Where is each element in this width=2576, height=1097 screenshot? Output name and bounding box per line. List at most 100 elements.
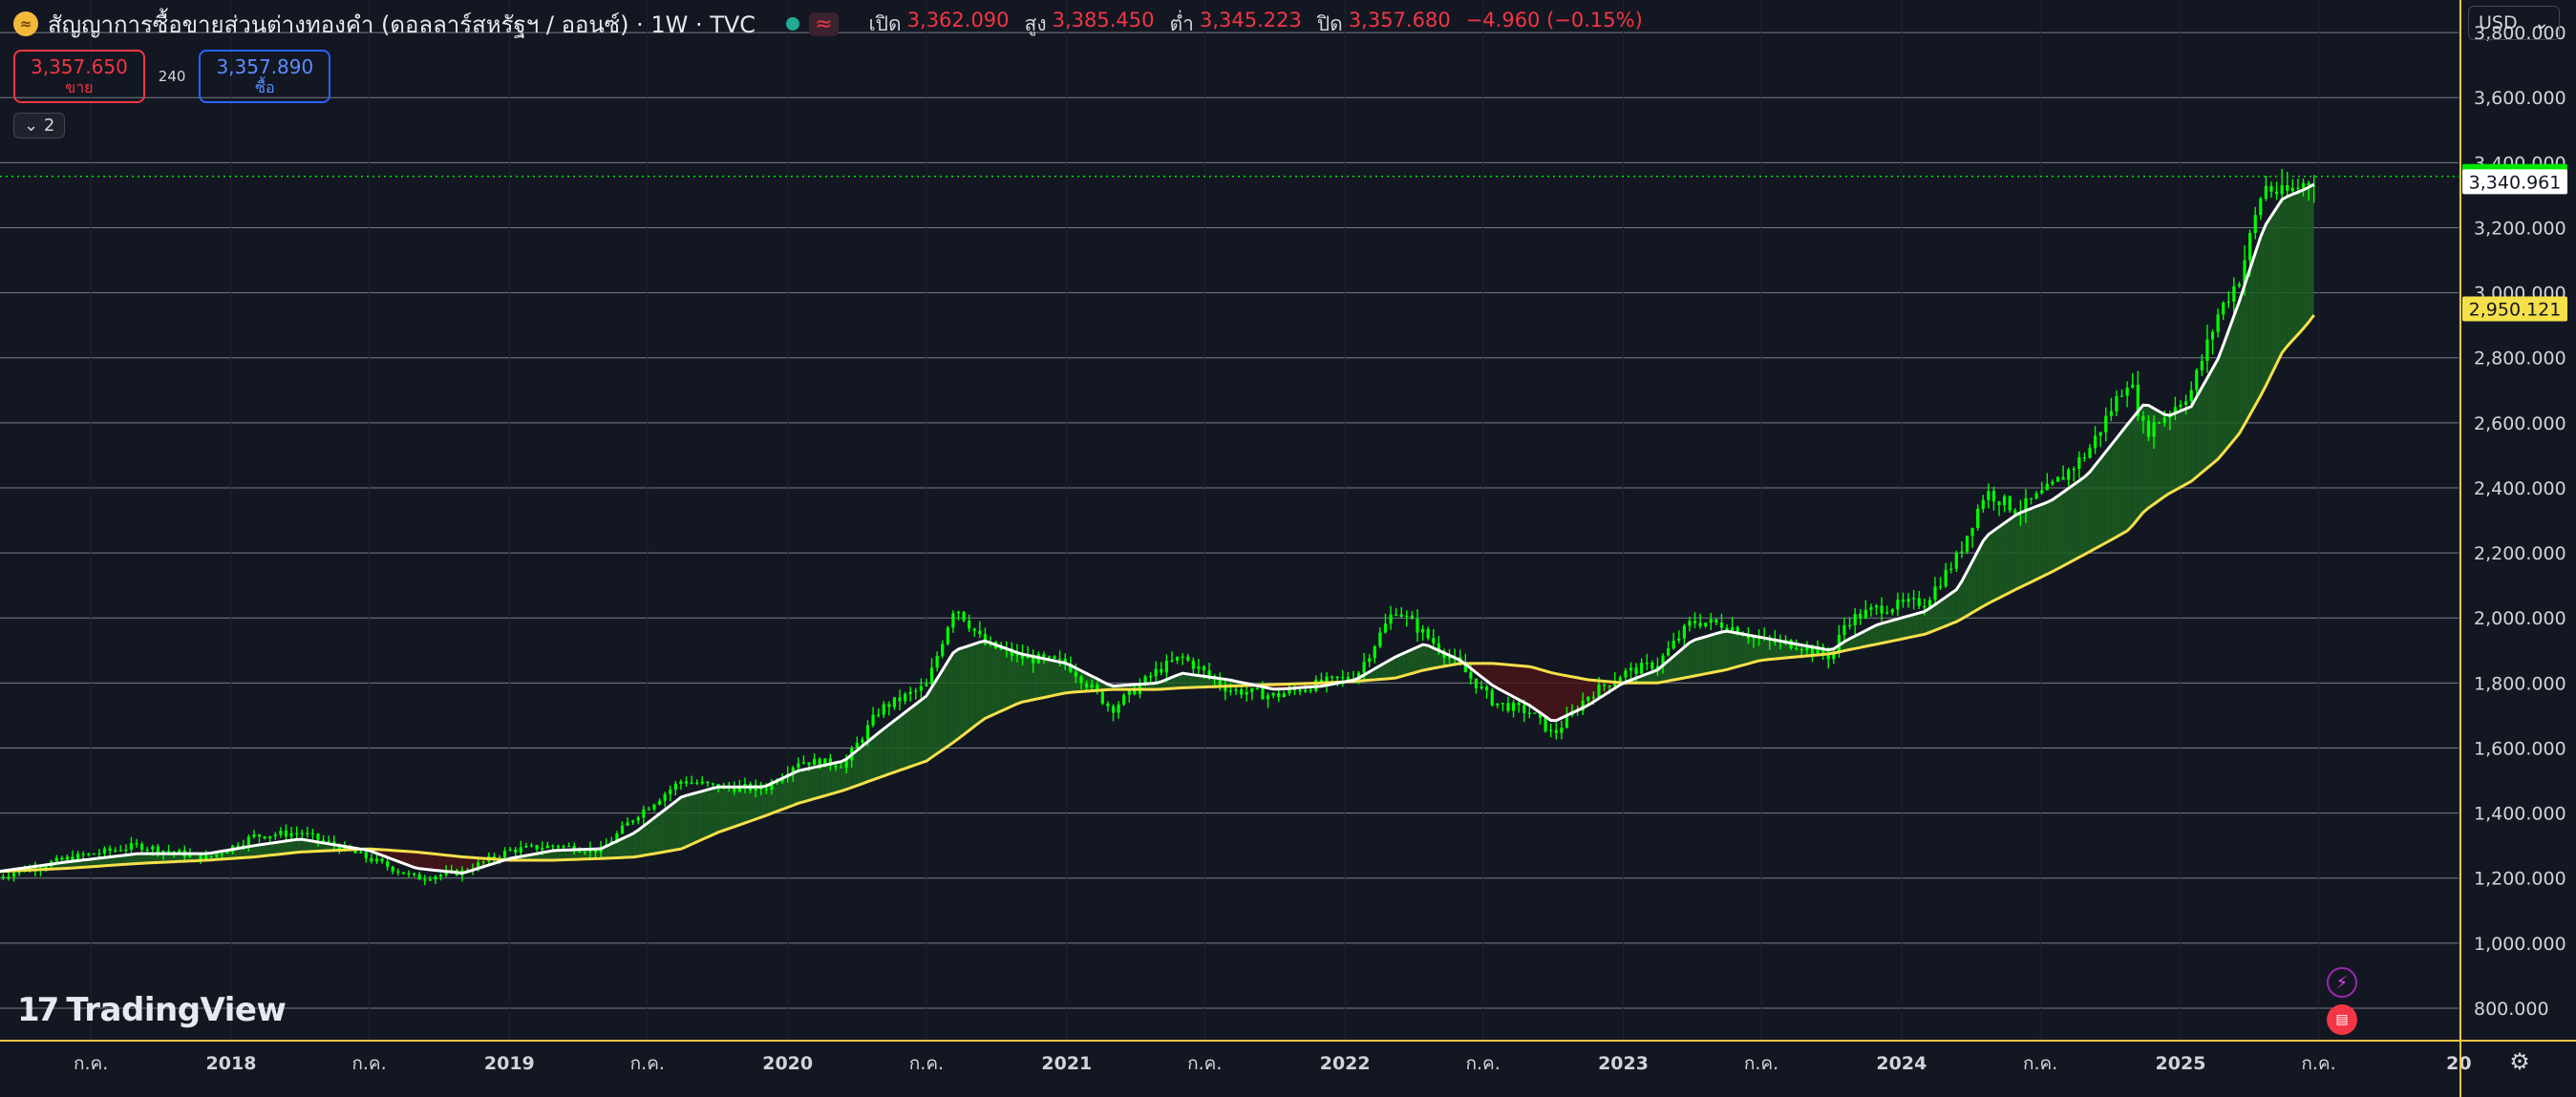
candle-body bbox=[2131, 384, 2135, 388]
ema-fill-up bbox=[2255, 237, 2261, 406]
candle-body bbox=[1346, 677, 1350, 680]
ema-fill-up bbox=[824, 764, 831, 796]
candle-body bbox=[1501, 703, 1504, 705]
candle-body bbox=[871, 714, 875, 726]
candle-body bbox=[2098, 432, 2102, 436]
candle-body bbox=[647, 809, 651, 811]
buy-button[interactable]: 3,357.890 ซื้อ bbox=[199, 50, 331, 103]
ema-fill-up bbox=[552, 850, 559, 860]
candle-body bbox=[1565, 715, 1569, 728]
candle-body bbox=[797, 763, 800, 768]
candle-body bbox=[545, 845, 549, 849]
candle-body bbox=[44, 866, 48, 869]
candle-body bbox=[1698, 622, 1702, 626]
candle-body bbox=[1677, 638, 1681, 641]
candle-body bbox=[865, 725, 870, 740]
ema-fill-up bbox=[115, 855, 121, 866]
sell-button[interactable]: 3,357.650 ขาย bbox=[13, 50, 145, 103]
candle-body bbox=[65, 856, 69, 860]
ema-fill-up bbox=[110, 855, 116, 866]
candle-body bbox=[1949, 568, 1953, 570]
candle-body bbox=[71, 856, 75, 861]
ema-fill-down bbox=[414, 852, 420, 869]
ema-fill-up bbox=[990, 643, 996, 716]
ema-fill-up bbox=[248, 845, 254, 857]
candle-body bbox=[428, 879, 432, 881]
data-delay-icon[interactable]: ≈ bbox=[809, 11, 839, 36]
candle-body bbox=[1960, 551, 1964, 554]
ema-fill-down bbox=[1519, 665, 1524, 703]
candle-body bbox=[1335, 676, 1339, 679]
ema-fill-up bbox=[1903, 616, 1909, 639]
x-tick-label: ก.ค. bbox=[2301, 1053, 2335, 1074]
symbol-title[interactable]: สัญญาการซื้อขายส่วนต่างทองคำ (ดอลลาร์สหร… bbox=[48, 11, 756, 38]
ema-fill-up bbox=[1993, 526, 2000, 601]
market-open-status-icon[interactable] bbox=[786, 17, 800, 31]
candle-body bbox=[839, 767, 843, 769]
y-tick-label: 3,600.000 bbox=[2474, 88, 2566, 109]
chevron-down-icon: ⌄ bbox=[24, 116, 39, 136]
candle-body bbox=[1987, 491, 1991, 500]
candle-body bbox=[1224, 686, 1227, 692]
ema-fill-up bbox=[125, 854, 132, 865]
ema-fill-up bbox=[622, 835, 628, 858]
candle-body bbox=[2307, 182, 2310, 186]
trade-buttons: 3,357.650 ขาย 240 3,357.890 ซื้อ bbox=[13, 50, 331, 103]
candle-body bbox=[1981, 499, 1985, 510]
us-flag-icon[interactable]: ▤ bbox=[2327, 1004, 2357, 1035]
candle-body bbox=[514, 849, 518, 853]
ema-fill-up bbox=[782, 775, 788, 810]
candle-body bbox=[2301, 182, 2306, 188]
candle-body bbox=[2162, 417, 2166, 424]
tradingview-logo[interactable]: 17 TradingView bbox=[17, 991, 287, 1029]
candle-body bbox=[1731, 626, 1735, 631]
ema-fill-up bbox=[2078, 476, 2085, 558]
candle-body bbox=[1463, 663, 1467, 673]
ema-fill-up bbox=[766, 783, 772, 816]
candle-body bbox=[396, 871, 400, 873]
candle-body bbox=[1645, 663, 1649, 665]
candle-body bbox=[1084, 683, 1089, 688]
ema-fill-up bbox=[296, 839, 303, 853]
ema-fill-up bbox=[141, 854, 148, 864]
ema-fill-up bbox=[1775, 640, 1780, 660]
ema-fill-up bbox=[985, 641, 991, 719]
ema-fill-up bbox=[910, 704, 916, 767]
indicators-collapse-button[interactable]: ⌄ 2 bbox=[13, 113, 66, 138]
x-tick-label: 2025 bbox=[2156, 1053, 2206, 1074]
candle-body bbox=[1533, 712, 1537, 714]
ema-fill-down bbox=[451, 855, 458, 873]
ema-fill-up bbox=[2025, 508, 2032, 585]
candle-body bbox=[556, 846, 561, 848]
candle-body bbox=[1277, 692, 1281, 698]
candle-body bbox=[861, 739, 864, 743]
candle-body bbox=[1015, 652, 1019, 656]
candle-body bbox=[1752, 637, 1756, 639]
ema-fill-up bbox=[131, 854, 138, 864]
ema-fill-up bbox=[915, 700, 922, 765]
flash-icon[interactable]: ⚡ bbox=[2327, 967, 2357, 998]
candle-body bbox=[1602, 684, 1607, 686]
gear-icon[interactable]: ⚙ bbox=[2509, 1048, 2530, 1075]
candle-body bbox=[1, 876, 5, 878]
candle-body bbox=[1106, 703, 1110, 707]
price-tag-bg bbox=[2462, 296, 2567, 322]
ema-fill-up bbox=[1401, 651, 1407, 677]
candle-body bbox=[321, 839, 326, 841]
x-tick-label: 2024 bbox=[1876, 1053, 1927, 1074]
candle-body bbox=[978, 630, 982, 635]
candle-body bbox=[1709, 619, 1713, 623]
candle-body bbox=[1725, 627, 1729, 631]
ema-fill-up bbox=[94, 857, 99, 867]
candle-body bbox=[1331, 676, 1334, 678]
candle-body bbox=[295, 833, 299, 834]
candle-body bbox=[1319, 679, 1324, 684]
currency-select[interactable]: USD ⌄ bbox=[2468, 6, 2560, 40]
ema-fill-up bbox=[1715, 631, 1722, 672]
ema-fill-up bbox=[2228, 315, 2234, 447]
candle-body bbox=[2141, 415, 2145, 421]
candle-body bbox=[386, 861, 390, 867]
ema-fill-up bbox=[798, 770, 804, 804]
ema-fill-up bbox=[632, 830, 639, 857]
